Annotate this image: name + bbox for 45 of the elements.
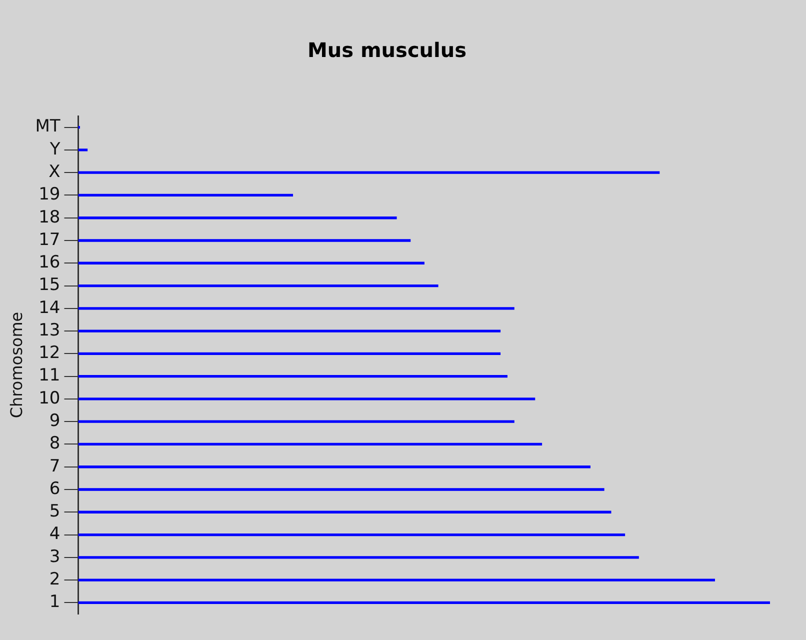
bar <box>78 194 294 197</box>
bar <box>78 442 542 446</box>
y-tick-label: 4 <box>49 524 60 544</box>
y-tick-label: MT <box>35 116 61 137</box>
y-tick-label: 14 <box>38 298 60 318</box>
y-tick-label: 12 <box>38 343 60 364</box>
y-tick-label: 15 <box>38 275 60 296</box>
bar <box>78 533 626 536</box>
y-tick-label: X <box>48 162 61 182</box>
bar <box>78 239 411 242</box>
y-tick-label: 3 <box>49 546 60 567</box>
y-tick-label: 5 <box>49 502 60 522</box>
y-tick-label: 16 <box>38 252 60 273</box>
bar <box>78 171 660 174</box>
bar <box>78 307 514 310</box>
chart-title: Mus musculus <box>307 38 467 62</box>
y-tick-label: 18 <box>38 207 60 228</box>
y-tick-label: 9 <box>49 411 60 432</box>
bar <box>78 352 501 356</box>
bar <box>78 601 770 604</box>
bar <box>78 398 536 400</box>
bar <box>78 510 612 514</box>
bar <box>78 420 514 423</box>
y-tick-label: 6 <box>49 478 60 499</box>
y-tick-label: 19 <box>38 184 60 205</box>
bar <box>78 488 604 491</box>
y-tick-label: 13 <box>38 320 60 340</box>
y-tick-label: 8 <box>49 434 60 454</box>
bar <box>78 556 639 559</box>
y-tick-label: 7 <box>49 456 60 476</box>
y-tick-label: 17 <box>38 230 60 250</box>
bar <box>78 216 397 220</box>
y-tick-label: 2 <box>49 569 60 590</box>
y-tick-label: 11 <box>38 366 60 386</box>
bar <box>78 466 590 468</box>
bar <box>78 284 438 288</box>
bar <box>78 330 501 332</box>
y-tick-label: Y <box>48 139 61 160</box>
y-axis-title: Chromosome <box>6 312 26 418</box>
bar <box>78 148 88 152</box>
bar <box>78 374 508 378</box>
bar <box>78 262 424 264</box>
y-tick-label: 1 <box>49 592 60 612</box>
y-tick-label: 10 <box>38 388 60 408</box>
bar <box>78 578 715 582</box>
